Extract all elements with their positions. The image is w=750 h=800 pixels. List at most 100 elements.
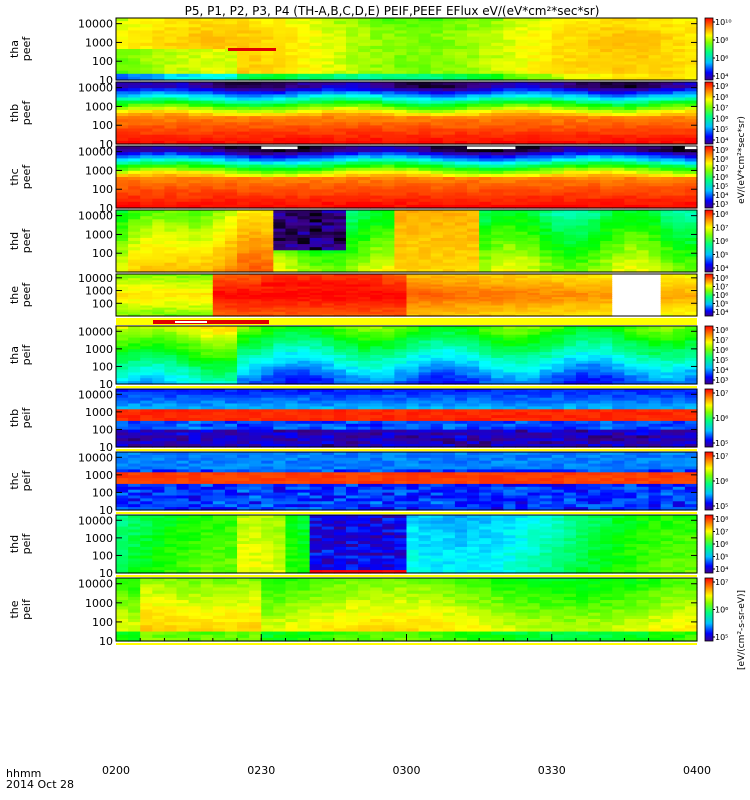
heat-cell (612, 278, 625, 281)
heat-cell (285, 204, 299, 209)
heat-cell (600, 73, 613, 78)
heat-cell (140, 61, 153, 66)
heat-cell (636, 18, 650, 22)
heat-cell (116, 155, 129, 159)
heat-cell (382, 276, 395, 279)
heat-cell (285, 21, 299, 25)
heat-cell (116, 125, 129, 130)
heat-cell (575, 167, 589, 172)
heat-cell (430, 311, 444, 315)
heat-cell (515, 106, 529, 111)
heat-cell (539, 146, 553, 150)
heat-cell (479, 282, 492, 286)
heat-cell (491, 94, 504, 99)
heat-cell (176, 58, 190, 62)
heat-cell (297, 189, 311, 194)
heat-cell (406, 204, 420, 209)
heat-cell (224, 33, 238, 38)
heat-cell (212, 290, 226, 294)
heat-cell (684, 303, 698, 307)
heat-cell (491, 292, 504, 296)
heat-cell (430, 103, 444, 108)
heat-cell (515, 27, 529, 31)
heat-cell (188, 140, 202, 145)
heat-cell (479, 265, 492, 270)
heat-cell (406, 311, 420, 315)
heat-cell (176, 301, 190, 304)
heat-cell (672, 201, 686, 206)
heat-cell (297, 288, 311, 292)
heat-cell (188, 204, 202, 209)
heat-cell (237, 268, 250, 273)
heat-cell (467, 278, 480, 281)
heat-cell (321, 55, 335, 59)
heat-cell (285, 201, 299, 206)
heat-cell (285, 309, 299, 313)
heat-cell (442, 282, 456, 286)
heat-cell (321, 303, 335, 307)
heat-cell (164, 340, 178, 344)
heat-cell (200, 216, 214, 220)
heat-cell (333, 149, 347, 153)
heat-cell (418, 116, 432, 120)
heat-cell (442, 30, 456, 35)
heat-cell (164, 180, 178, 184)
heat-cell (539, 45, 553, 50)
heat-cell (442, 234, 456, 239)
heat-cell (224, 253, 238, 258)
heat-cell (358, 152, 371, 156)
heat-cell (539, 170, 553, 175)
heat-cell (527, 297, 541, 300)
heat-cell (176, 170, 190, 175)
heat-cell (358, 73, 371, 78)
heat-cell (515, 100, 529, 105)
heat-cell (273, 24, 287, 28)
heat-cell (503, 119, 517, 123)
heat-cell (140, 231, 153, 236)
heat-cell (116, 170, 129, 175)
heat-cell (345, 167, 359, 172)
heat-cell (394, 58, 408, 62)
heat-cell (358, 119, 371, 123)
heat-cell (212, 94, 226, 99)
heat-cell (491, 222, 504, 227)
heat-cell (249, 152, 262, 156)
heat-cell (418, 140, 432, 145)
heat-cell (467, 122, 480, 126)
heat-cell (297, 85, 311, 89)
heat-cell (454, 70, 468, 75)
heat-cell (406, 183, 420, 187)
heat-cell (575, 286, 589, 290)
heat-cell (164, 372, 178, 376)
heat-cell (624, 180, 638, 184)
heat-cell (479, 97, 492, 102)
heat-cell (612, 45, 625, 50)
heat-cell (370, 288, 383, 292)
heat-cell (563, 192, 577, 197)
heat-cell (648, 61, 662, 66)
heat-cell (636, 299, 650, 302)
heat-cell (140, 250, 153, 254)
heat-cell (370, 128, 383, 133)
heat-cell (624, 73, 638, 78)
heat-cell (261, 301, 274, 304)
heat-cell (333, 131, 347, 136)
heat-cell (116, 234, 129, 239)
heat-cell (297, 256, 311, 261)
heat-cell (491, 303, 504, 307)
heat-cell (212, 282, 226, 286)
heat-cell (116, 274, 129, 277)
heat-cell (140, 355, 153, 359)
heat-cell (491, 91, 504, 95)
heat-cell (503, 234, 517, 239)
heat-cell (358, 309, 371, 313)
heat-cell (321, 213, 335, 217)
heat-cell (430, 288, 444, 292)
heat-cell (164, 125, 178, 130)
heat-cell (430, 204, 444, 209)
heat-cell (382, 195, 395, 200)
heat-cell (345, 27, 359, 31)
heat-cell (563, 276, 577, 279)
heat-cell (503, 82, 517, 86)
heat-cell (345, 94, 359, 99)
